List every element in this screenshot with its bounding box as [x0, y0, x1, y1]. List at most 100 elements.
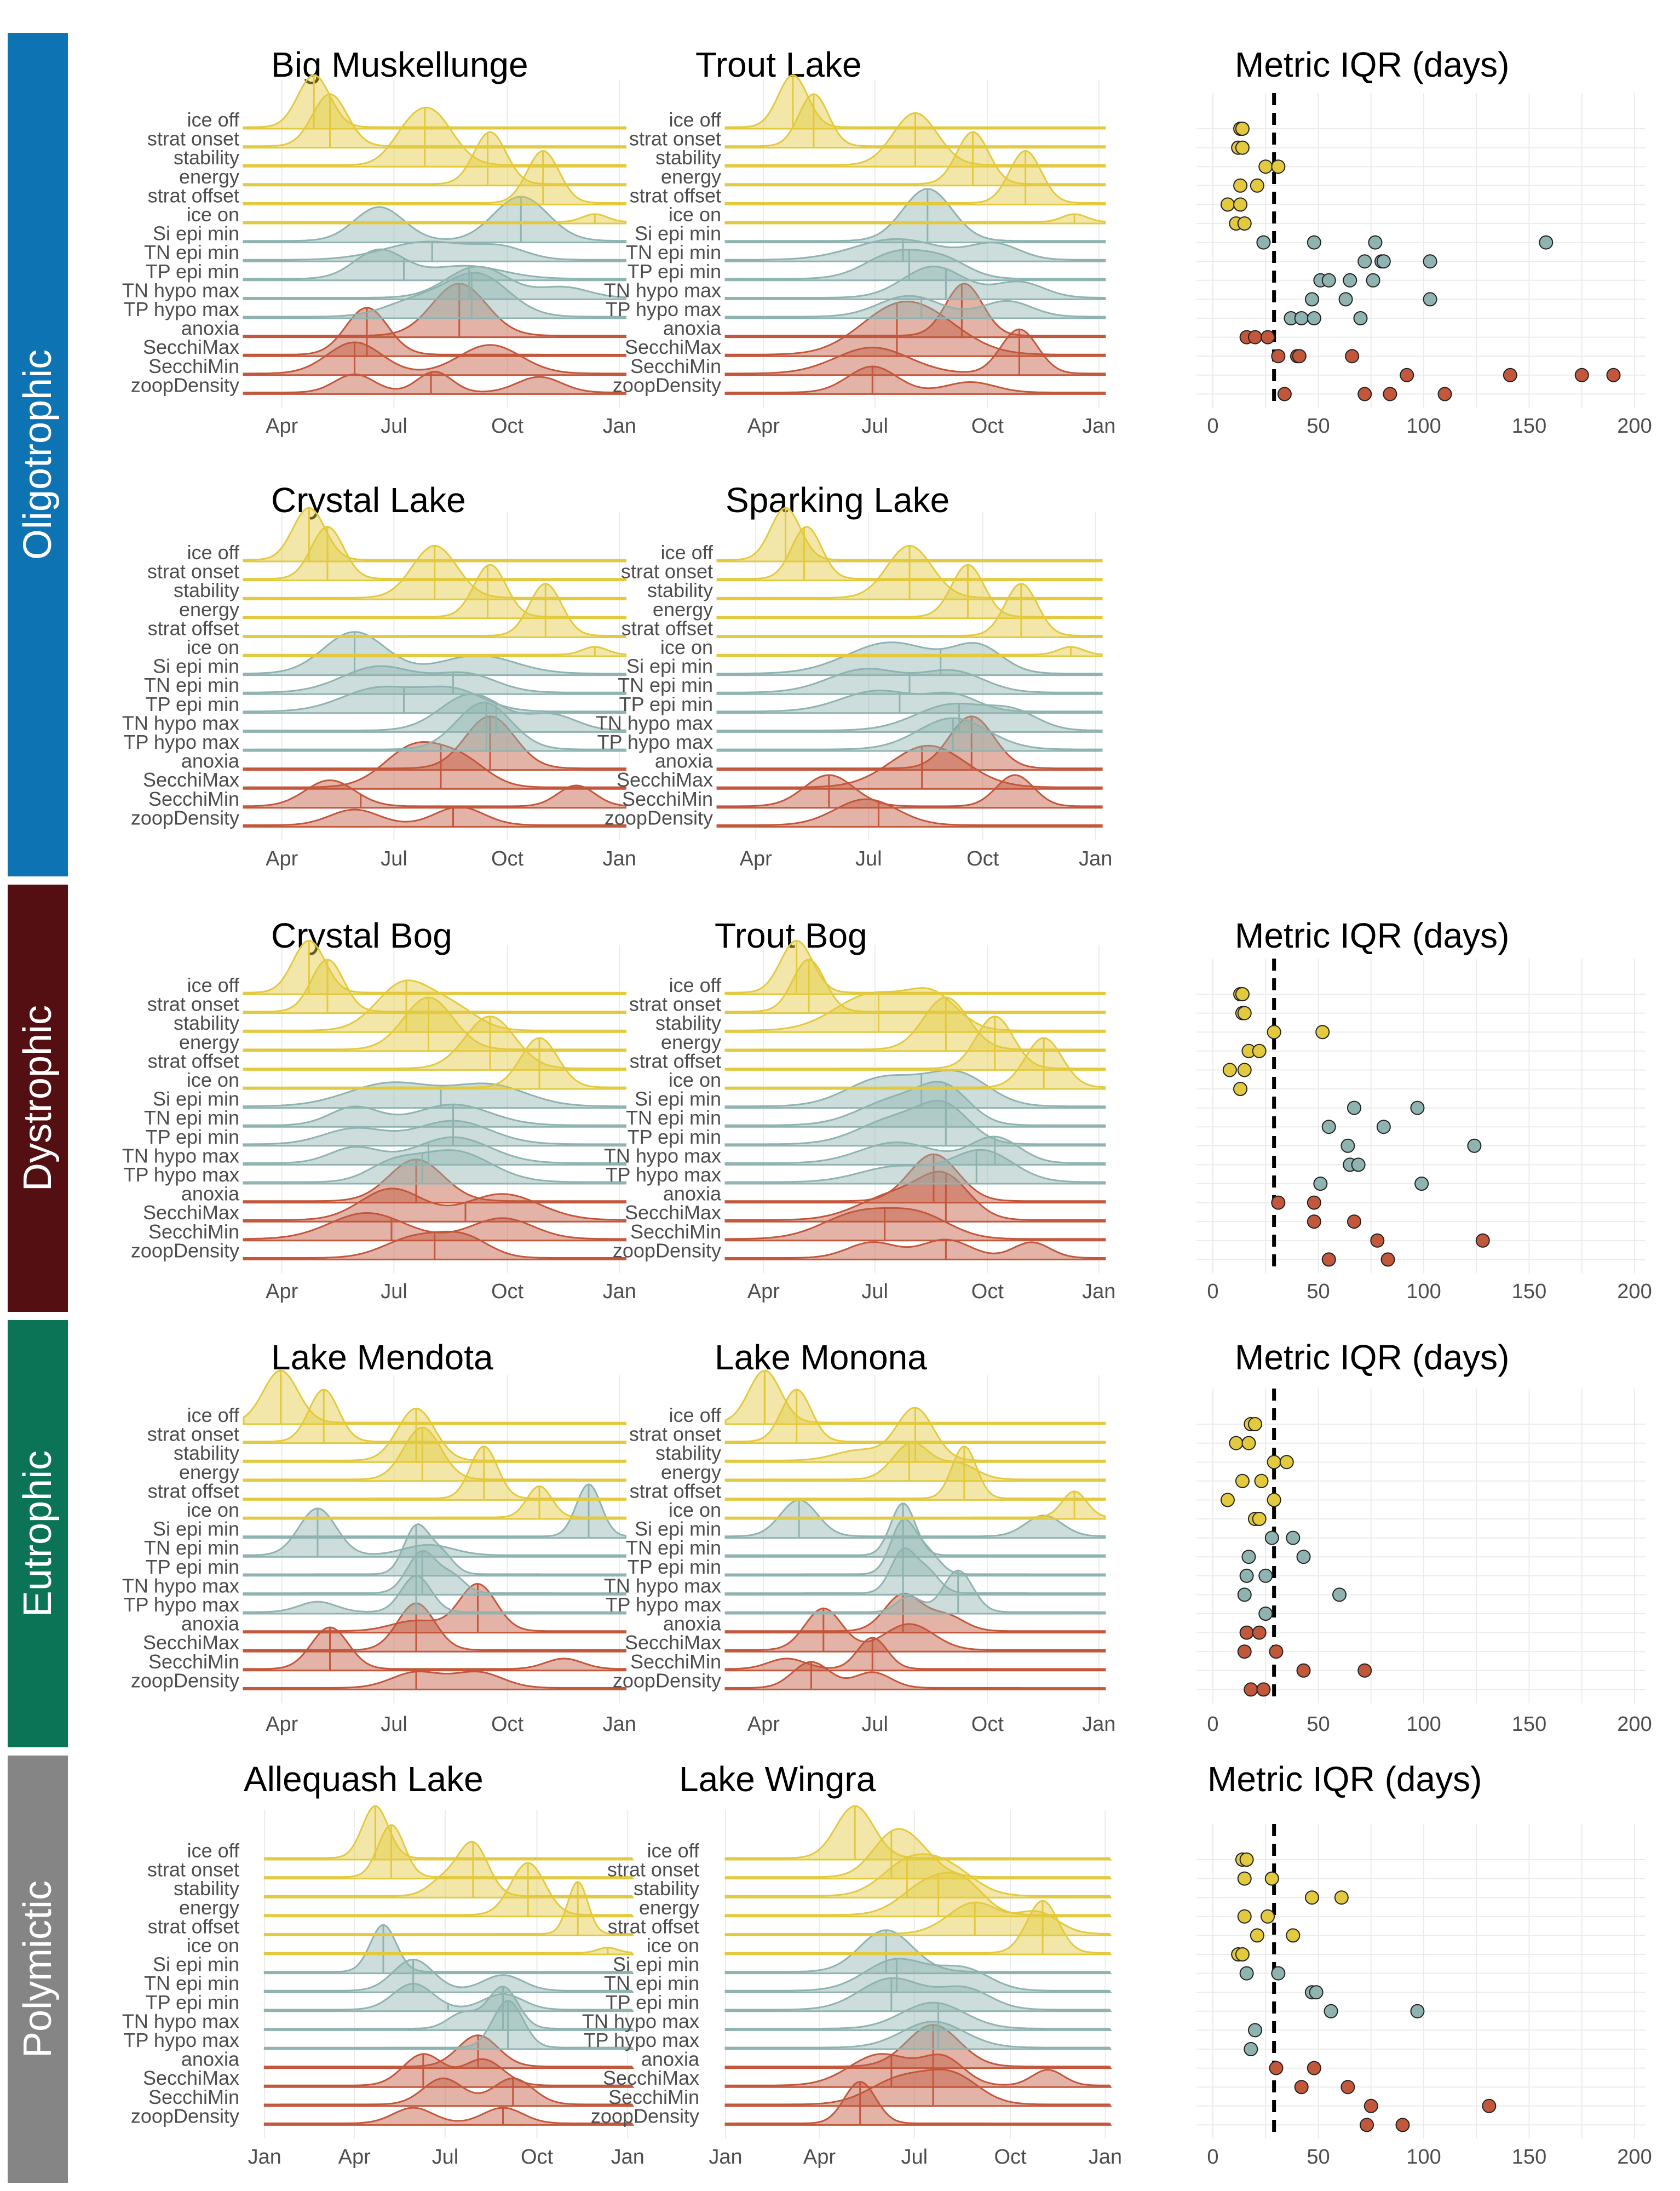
ridge-ice-off — [243, 74, 626, 130]
iqr-point — [1267, 1455, 1281, 1470]
ridge-strat-offset — [724, 150, 1106, 205]
y-tick-label: TP hypo max — [124, 1163, 239, 1186]
iqr-point — [1248, 2023, 1262, 2038]
ridge-strat-onset — [243, 93, 626, 149]
panel-title: Metric IQR (days) — [1235, 45, 1509, 84]
y-tick-label: ice off — [647, 1839, 700, 1862]
x-tick-label: Jul — [432, 2146, 459, 2169]
iqr-point — [1414, 1177, 1429, 1191]
y-tick-label: ice off — [187, 1404, 240, 1426]
iqr-point — [1368, 235, 1383, 250]
iqr-point — [1244, 1682, 1258, 1697]
y-tick-label: ice on — [187, 203, 239, 226]
iqr-point — [1357, 254, 1372, 269]
ridge-zoopdensity — [243, 806, 626, 828]
x-tick-label: Apr — [266, 1713, 298, 1736]
ridge-ice-off — [243, 939, 626, 995]
y-tick-label: SecchiMax — [625, 1201, 721, 1224]
iqr-point — [1248, 1417, 1262, 1431]
ridge-ice-on — [243, 646, 626, 657]
x-tick-label: Oct — [971, 1713, 1004, 1736]
x-tick-label: 50 — [1307, 1713, 1330, 1736]
iqr-point — [1241, 1550, 1256, 1564]
x-tick-label: 0 — [1207, 1280, 1218, 1303]
x-tick-label: Jan — [1082, 1713, 1115, 1736]
iqr-point — [1539, 235, 1554, 250]
y-tick-label: SecchiMin — [622, 788, 713, 810]
ridge-tp-epi-min — [243, 1523, 626, 1577]
iqr-point — [1258, 159, 1273, 174]
y-tick-label: TN hypo max — [122, 712, 239, 734]
y-tick-label: anoxia — [663, 1183, 722, 1205]
ridge-stability — [243, 979, 626, 1033]
iqr-point — [1475, 1233, 1490, 1248]
iqr-point — [1237, 1063, 1252, 1077]
y-tick-label: stability — [655, 1442, 721, 1464]
ridge-tn-epi-min — [243, 665, 626, 695]
iqr-point — [1357, 387, 1372, 402]
y-tick-label: TN hypo max — [122, 1574, 239, 1597]
x-tick-label: 100 — [1406, 1713, 1441, 1736]
y-tick-label: TN hypo max — [596, 712, 713, 734]
iqr-point — [1220, 1493, 1235, 1507]
y-tick-label: TP epi min — [628, 1556, 721, 1578]
ridge-secchimin — [263, 2077, 635, 2107]
iqr-point — [1222, 1063, 1237, 1077]
y-tick-label: strat offset — [148, 184, 239, 207]
y-tick-label: ice on — [187, 1499, 239, 1521]
y-tick-label: ice off — [669, 1404, 722, 1426]
ridge-secchimax — [724, 300, 1106, 357]
iqr-point — [1279, 1455, 1294, 1470]
iqr-point — [1235, 1947, 1250, 1961]
y-tick-label: energy — [639, 1896, 699, 1919]
ridge-tp-hypo-max — [243, 1149, 626, 1185]
ridge-tp-epi-min — [724, 1099, 1106, 1147]
y-tick-label: TP epi min — [146, 260, 239, 283]
ridge-secchimax — [243, 307, 626, 357]
y-tick-label: strat offset — [608, 1915, 699, 1937]
y-tick-label: TN epi min — [144, 674, 239, 696]
ridge-tp-hypo-max — [724, 295, 1106, 319]
y-tick-label: zoopDensity — [605, 806, 713, 829]
y-tick-label: strat offset — [630, 1479, 721, 1502]
iqr-point — [1304, 292, 1319, 307]
ridge-si-epi-min — [243, 196, 626, 244]
iqr-point — [1423, 292, 1437, 307]
panel-title: Metric IQR (days) — [1235, 916, 1509, 955]
ridge-zoopdensity — [263, 2107, 635, 2126]
x-tick-label: Oct — [966, 847, 999, 870]
ridge-ice-off — [263, 1805, 635, 1861]
x-tick-label: Apr — [747, 1713, 780, 1736]
x-tick-label: Jan — [1079, 847, 1112, 870]
y-tick-label: energy — [179, 1031, 239, 1053]
y-tick-label: strat onset — [621, 560, 713, 583]
ridge-zoopdensity — [724, 2081, 1112, 2126]
ridge-tn-hypo-max — [243, 265, 626, 300]
y-tick-label: SecchiMin — [148, 2086, 239, 2108]
iqr-point — [1250, 178, 1264, 193]
iqr-point — [1233, 1082, 1248, 1096]
x-tick-label: Jul — [381, 415, 407, 438]
ridge-strat-onset — [724, 1389, 1106, 1444]
x-tick-label: Apr — [747, 415, 780, 438]
iqr-point — [1334, 1890, 1349, 1905]
ridge-tp-hypo-max — [243, 272, 626, 319]
y-tick-label: TN epi min — [626, 241, 721, 263]
ridge-strat-offset — [243, 1016, 626, 1071]
ridge-tn-hypo-max — [724, 2001, 1112, 2031]
x-tick-label: Oct — [491, 1280, 524, 1303]
ridge-strat-offset — [724, 1446, 1106, 1501]
y-tick-label: zoopDensity — [131, 2104, 239, 2127]
iqr-point — [1437, 387, 1452, 402]
iqr-point — [1258, 1568, 1273, 1583]
ridge-anoxia — [243, 715, 626, 771]
ridge-energy — [243, 131, 626, 187]
iqr-point — [1363, 2098, 1378, 2113]
x-tick-label: Jul — [901, 2146, 928, 2169]
ridge-tp-hypo-max — [243, 702, 626, 752]
y-tick-label: TN hypo max — [122, 2010, 239, 2032]
ridge-tp-hypo-max — [716, 717, 1103, 752]
y-tick-label: strat offset — [148, 1049, 239, 1072]
ridge-anoxia — [263, 2034, 635, 2069]
iqr-point — [1307, 235, 1321, 250]
